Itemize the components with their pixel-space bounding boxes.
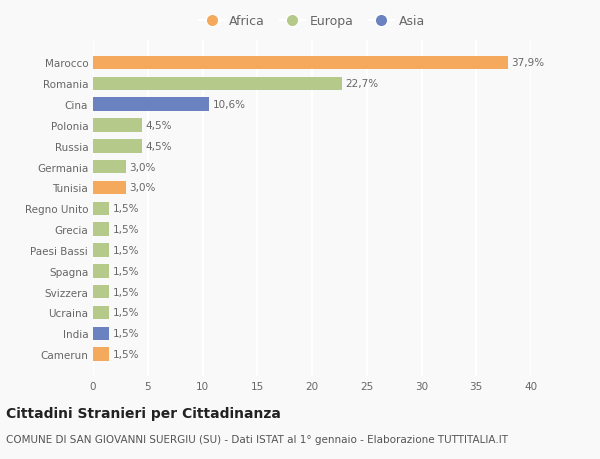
Bar bbox=[93, 98, 209, 112]
Legend: Africa, Europa, Asia: Africa, Europa, Asia bbox=[199, 16, 425, 28]
Bar bbox=[93, 223, 109, 236]
Bar bbox=[93, 77, 341, 91]
Bar bbox=[93, 202, 109, 216]
Text: 37,9%: 37,9% bbox=[511, 58, 544, 68]
Bar bbox=[93, 140, 142, 153]
Bar bbox=[93, 306, 109, 319]
Text: 3,0%: 3,0% bbox=[129, 183, 155, 193]
Text: 1,5%: 1,5% bbox=[113, 224, 139, 235]
Text: 1,5%: 1,5% bbox=[113, 246, 139, 255]
Text: 10,6%: 10,6% bbox=[212, 100, 245, 110]
Bar bbox=[93, 244, 109, 257]
Bar bbox=[93, 327, 109, 341]
Text: 3,0%: 3,0% bbox=[129, 162, 155, 172]
Bar bbox=[93, 181, 126, 195]
Bar bbox=[93, 161, 126, 174]
Text: 1,5%: 1,5% bbox=[113, 349, 139, 359]
Text: 4,5%: 4,5% bbox=[146, 141, 172, 151]
Bar bbox=[93, 264, 109, 278]
Bar bbox=[93, 285, 109, 299]
Bar bbox=[93, 119, 142, 133]
Text: 1,5%: 1,5% bbox=[113, 287, 139, 297]
Text: Cittadini Stranieri per Cittadinanza: Cittadini Stranieri per Cittadinanza bbox=[6, 406, 281, 420]
Text: 1,5%: 1,5% bbox=[113, 204, 139, 214]
Bar bbox=[93, 347, 109, 361]
Text: 1,5%: 1,5% bbox=[113, 308, 139, 318]
Text: 22,7%: 22,7% bbox=[345, 79, 378, 89]
Text: 1,5%: 1,5% bbox=[113, 329, 139, 339]
Text: COMUNE DI SAN GIOVANNI SUERGIU (SU) - Dati ISTAT al 1° gennaio - Elaborazione TU: COMUNE DI SAN GIOVANNI SUERGIU (SU) - Da… bbox=[6, 434, 508, 444]
Text: 1,5%: 1,5% bbox=[113, 266, 139, 276]
Bar bbox=[93, 56, 508, 70]
Text: 4,5%: 4,5% bbox=[146, 121, 172, 131]
